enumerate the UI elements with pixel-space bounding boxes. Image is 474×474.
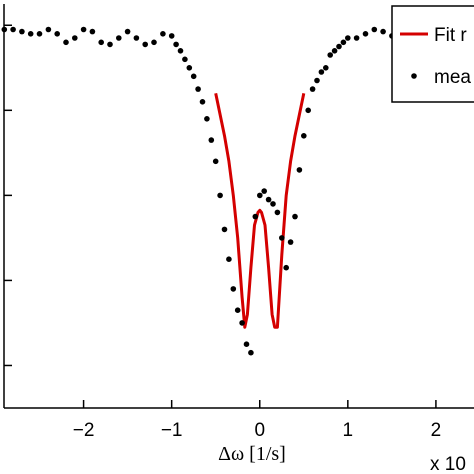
legend-box [391,5,474,103]
x-ticks: 3 −2 −1 0 1 2 [0,400,441,441]
measured-point [314,77,320,84]
measured-point [274,209,281,216]
fit-line [214,92,306,329]
measured-point [226,256,232,263]
measured-point [380,28,386,35]
measured-point [36,31,43,37]
x-axis-multiplier: x 10 [430,454,466,474]
measured-point [80,26,87,33]
measured-point [305,107,312,114]
measured-point [336,43,342,50]
measured-point [10,26,16,33]
measured-point [98,39,104,46]
x-axis-title: Δω [1/s] [218,443,286,465]
measured-point [261,188,268,194]
measured-point [182,56,188,63]
measured-point [1,26,8,33]
x-tick-label-1: −2 [73,420,95,441]
measured-point [107,41,113,48]
x-tick-label-0: 3 [0,420,1,441]
measured-point [168,33,175,39]
measured-point [230,286,237,292]
measured-point [318,69,325,75]
measured-point [234,307,241,314]
legend-measured-label: mea [434,67,471,88]
measured-point [270,201,276,207]
measured-point [252,213,259,220]
measured-point [208,137,215,143]
y-ticks [4,24,12,367]
measured-point [353,35,360,41]
fit-series [214,92,306,329]
legend-measured-swatch [411,73,417,79]
measured-point [283,264,290,271]
x-tick-label-3: 0 [254,420,265,441]
x-tick-label-2: −1 [161,420,183,441]
measured-point [160,31,166,37]
measured-point [301,133,307,139]
measured-point [292,213,298,220]
measured-point [72,35,78,41]
measured-point [195,86,201,92]
measured-point [199,99,206,105]
measured-point [331,48,338,54]
measured-point [151,39,157,46]
measured-point [345,35,351,41]
measured-point [239,320,245,326]
measured-point [309,86,316,92]
measured-point [217,192,223,199]
measured-point [186,65,193,71]
measured-point [371,26,378,33]
measured-point [173,41,179,48]
measured-point [116,35,122,41]
legend-fit-label: Fit r [434,25,467,46]
measured-point [45,26,52,33]
measured-point [177,48,184,54]
measured-point [340,39,347,46]
measured-point [279,235,285,241]
x-tick-label-5: 2 [431,420,442,441]
measured-point [89,28,96,35]
measured-point [190,73,197,80]
measured-point [212,158,219,165]
legend: Fit r mea [391,5,474,103]
measured-point [19,28,25,35]
measured-point [257,192,263,199]
measured-point [63,39,69,46]
measured-point [362,31,369,37]
measured-point [296,167,303,173]
measured-point [54,31,60,37]
measured-point [27,31,34,37]
measured-point [124,28,131,35]
measured-point [133,35,140,41]
measured-point [287,239,294,245]
measured-point [265,196,272,203]
measured-point [248,349,254,356]
measured-point [204,116,210,122]
x-tick-label-4: 1 [343,420,354,441]
measured-point [323,65,329,71]
measured-point [142,41,148,48]
measured-point [327,52,334,58]
measured-point [243,341,250,348]
measured-point [221,226,228,233]
